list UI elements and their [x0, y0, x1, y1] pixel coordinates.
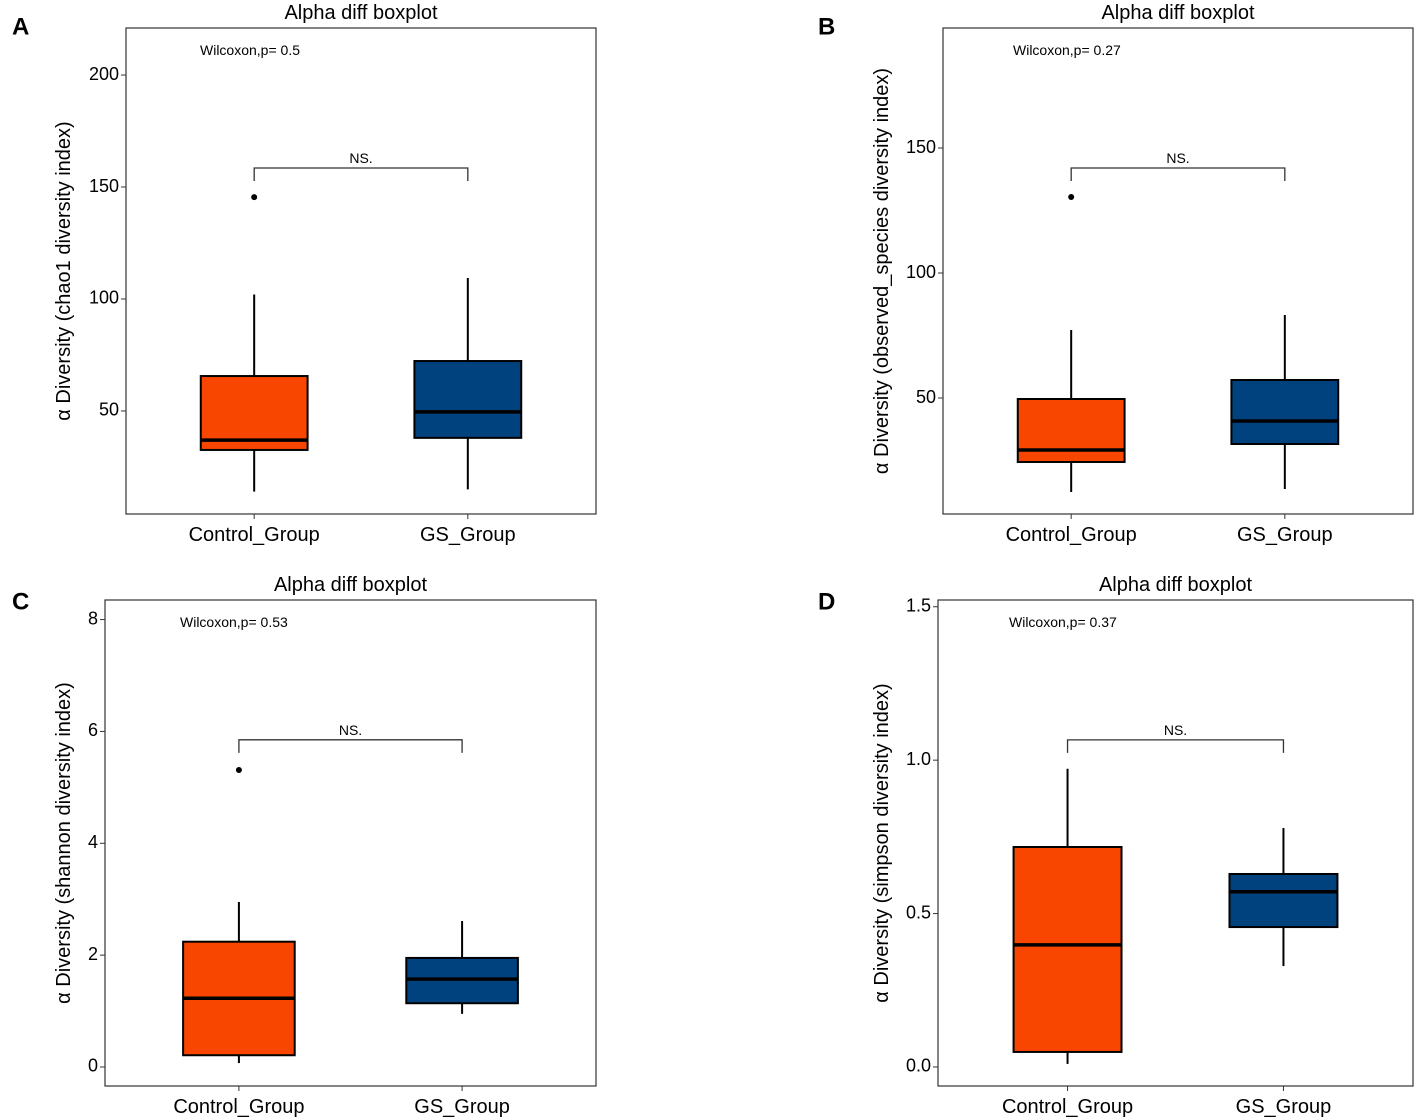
- significance-label: NS.: [349, 150, 372, 166]
- significance-bracket: [253, 167, 469, 181]
- chart-title: Alpha diff boxplot: [1101, 2, 1255, 24]
- box-control-group: [199, 194, 309, 492]
- y-tick-label: 4: [88, 832, 98, 852]
- outlier-point: [1068, 194, 1075, 200]
- x-tick-label: Control_Group: [1006, 524, 1137, 546]
- plot-frame: [937, 599, 1414, 1087]
- chart-title: Alpha diff boxplot: [274, 574, 428, 596]
- outlier-point: [235, 767, 242, 774]
- y-tick-label: 50: [99, 400, 119, 420]
- panel-b: B Alpha diff boxplot Wilcoxon,p= 0.27 α Div…: [818, 2, 1414, 546]
- panel-c: C Alpha diff boxplot Wilcoxon,p= 0.53 α Div…: [12, 574, 597, 1118]
- y-tick-label: 150: [89, 176, 119, 196]
- x-tick-label: Control_Group: [189, 524, 320, 546]
- wilcoxon-annotation: Wilcoxon,p= 0.53: [180, 614, 288, 630]
- y-tick-label: 8: [88, 608, 98, 628]
- y-tick-label: 0.0: [906, 1056, 931, 1076]
- y-tick-label: 1.5: [906, 596, 931, 616]
- box-gs-group: [1228, 827, 1339, 967]
- y-tick-label: 50: [916, 387, 936, 407]
- panel-label: A: [12, 13, 29, 40]
- box-gs-group: [413, 277, 523, 490]
- y-axis-label: α Diversity (shannon diversity index): [53, 682, 75, 1004]
- box-iqr: [199, 375, 309, 451]
- chart-title: Alpha diff boxplot: [284, 2, 438, 24]
- y-tick-label: 0.5: [906, 902, 931, 922]
- box-iqr: [1016, 398, 1126, 463]
- x-tick-label: Control_Group: [173, 1096, 304, 1118]
- panel-label: C: [12, 588, 29, 615]
- outlier-point: [251, 194, 258, 201]
- wilcoxon-annotation: Wilcoxon,p= 0.27: [1013, 42, 1121, 58]
- plot-frame: [942, 27, 1414, 515]
- x-tick-label: GS_Group: [1237, 524, 1333, 546]
- wilcoxon-annotation: Wilcoxon,p= 0.5: [200, 42, 300, 58]
- x-tick-label: Control_Group: [1002, 1096, 1133, 1118]
- box-iqr: [1228, 872, 1339, 929]
- wilcoxon-annotation: Wilcoxon,p= 0.37: [1009, 614, 1117, 630]
- box-control-group: [1016, 194, 1126, 492]
- significance-bracket: [1066, 739, 1285, 753]
- significance-label: NS.: [1164, 722, 1187, 738]
- y-tick-label: 1.0: [906, 749, 931, 769]
- y-tick-label: 0: [88, 1056, 98, 1076]
- chart-title: Alpha diff boxplot: [1099, 574, 1253, 596]
- y-tick-label: 100: [906, 262, 936, 282]
- y-tick-label: 6: [88, 720, 98, 740]
- significance-label: NS.: [1166, 150, 1189, 166]
- box-gs-group: [405, 921, 519, 1014]
- y-axis-label: α Diversity (simpson diversity index): [871, 683, 893, 1002]
- plot-frame: [125, 27, 597, 515]
- panel-a: A Alpha diff boxplot Wilcoxon,p= 0.5 α Dive…: [12, 2, 597, 546]
- y-tick-label: 150: [906, 137, 936, 157]
- panel-label: B: [818, 13, 835, 40]
- box-iqr: [1230, 379, 1340, 445]
- significance-label: NS.: [339, 722, 362, 738]
- x-tick-label: GS_Group: [1236, 1096, 1332, 1118]
- significance-bracket: [238, 739, 463, 753]
- box-iqr: [413, 360, 523, 439]
- y-tick-label: 2: [88, 944, 98, 964]
- box-control-group: [1012, 768, 1123, 1064]
- x-tick-label: GS_Group: [414, 1096, 510, 1118]
- box-control-group: [182, 767, 296, 1064]
- y-axis-label: α Diversity (observed_species diversity …: [871, 68, 893, 474]
- y-tick-label: 100: [89, 288, 119, 308]
- y-tick-label: 200: [89, 64, 119, 84]
- box-iqr: [1012, 845, 1123, 1053]
- panel-d: D Alpha diff boxplot Wilcoxon,p= 0.37 α Div…: [818, 574, 1414, 1118]
- x-tick-label: GS_Group: [420, 524, 516, 546]
- plot-frame: [104, 599, 597, 1087]
- panel-label: D: [818, 588, 835, 615]
- significance-bracket: [1070, 167, 1286, 181]
- box-gs-group: [1230, 315, 1340, 489]
- y-axis-label: α Diversity (chao1 diversity index): [53, 121, 75, 420]
